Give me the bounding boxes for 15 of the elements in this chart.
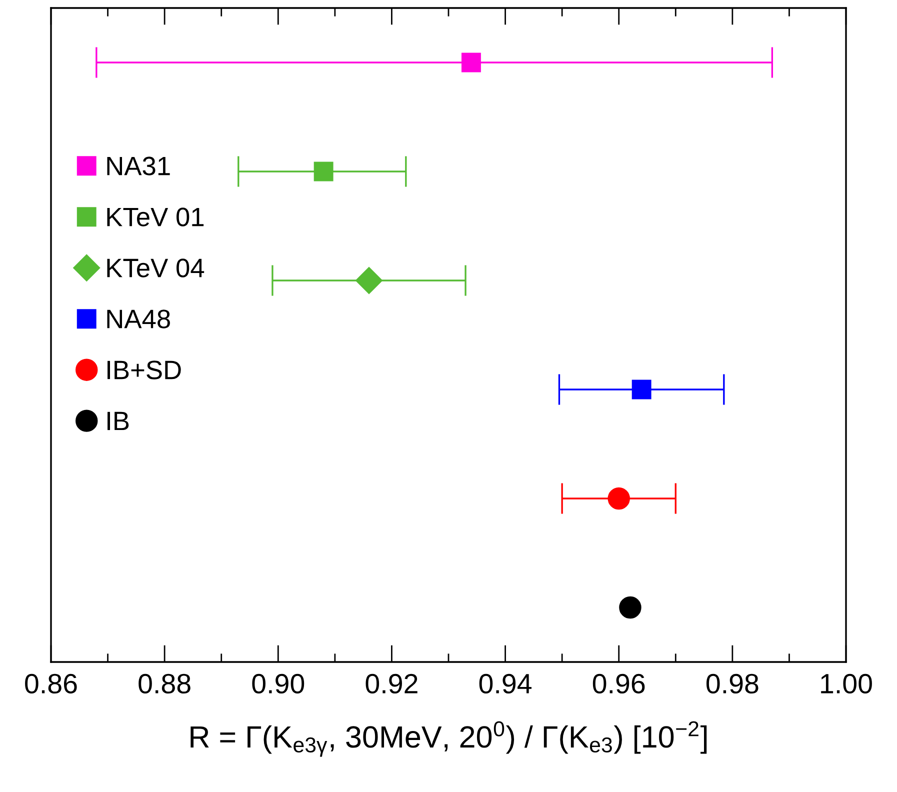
x-tick-label: 0.96 — [592, 674, 645, 694]
x-tick-label: 0.92 — [366, 674, 418, 694]
legend-label: KTeV 01 — [107, 208, 204, 226]
text: R = Γ(K$_{e3γ}$, 30MeV, 20$^{0}$) / Γ(K$_{e3}$) [10$^{−2}$] — [190, 721, 707, 757]
x-tick-label: 1.00 — [821, 674, 872, 694]
x-tick-label: 0.98 — [706, 674, 758, 694]
legend-label: NA31 — [107, 156, 170, 176]
legend-label: IB+SD — [108, 360, 181, 380]
legend-label: IB — [108, 412, 129, 430]
legend-label: KTeV 04 — [107, 258, 204, 278]
x-tick-label: 0.90 — [252, 674, 304, 694]
x-tick-label: 0.86 — [25, 674, 77, 694]
x-tick-label: 0.88 — [138, 674, 190, 694]
x-tick-label: 0.94 — [479, 674, 532, 694]
legend-label: NA48 — [107, 310, 170, 328]
